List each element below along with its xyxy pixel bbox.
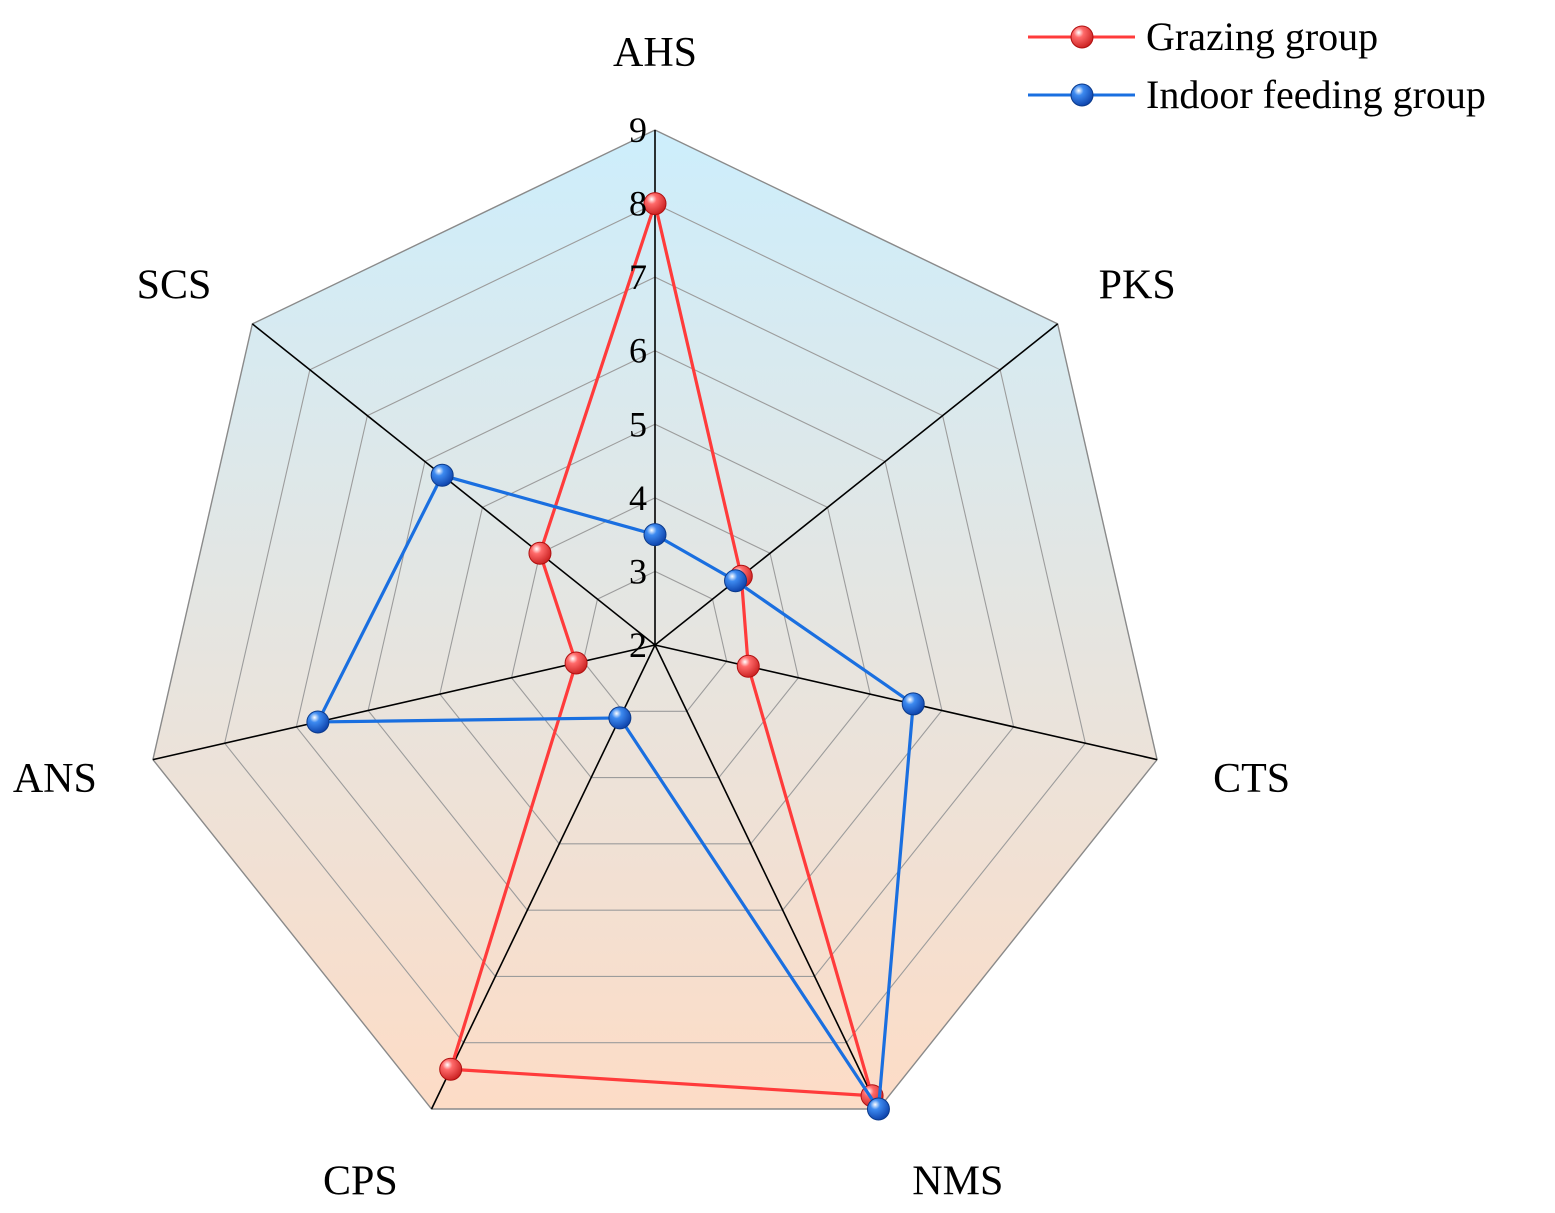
axis-spoke-nms <box>654 644 880 1110</box>
point-indoor-feeding-group-nms <box>866 1097 890 1121</box>
radar-series <box>306 192 925 1121</box>
tick-label-9: 9 <box>629 110 647 150</box>
point-indoor-feeding-group-scs <box>430 463 454 487</box>
radar-labels: 2 3 4 5 6 7 8 9 AHS PKS CTS NMS CPS ANS SCS <box>13 30 1290 1204</box>
legend-label-grazing: Grazing group <box>1146 14 1378 59</box>
point-indoor-feeding-group-ahs <box>643 523 667 547</box>
grid-ring-8 <box>224 202 1086 1044</box>
grid-ring-3 <box>582 570 728 712</box>
tick-label-3: 3 <box>629 551 647 591</box>
grid-ring-9 <box>152 129 1158 1110</box>
axis-label-ahs: AHS <box>613 30 697 76</box>
point-grazing-group-cts <box>736 654 760 678</box>
axis-label-pks: PKS <box>1099 262 1176 308</box>
point-grazing-group-scs <box>528 541 552 565</box>
series-line-indoor-feeding-group <box>316 473 915 1111</box>
point-indoor-feeding-group-pks <box>724 569 748 593</box>
tick-label-8: 8 <box>629 184 647 224</box>
tick-label-2: 2 <box>629 625 647 665</box>
axis-label-ans: ANS <box>13 756 97 802</box>
point-grazing-group-ahs <box>643 192 667 216</box>
legend-marker-grazing <box>1070 25 1094 49</box>
axis-label-cts: CTS <box>1213 756 1290 802</box>
point-grazing-group-ans <box>564 651 588 675</box>
grid-ring-4 <box>510 497 800 779</box>
legend-marker-indoor <box>1070 83 1094 107</box>
point-indoor-feeding-group-cps <box>608 706 632 730</box>
point-indoor-feeding-group-cts <box>901 692 925 716</box>
grid-ring-7 <box>295 276 1015 977</box>
axis-label-scs: SCS <box>137 262 212 308</box>
tick-label-6: 6 <box>629 331 647 371</box>
legend: Grazing group Indoor feeding group <box>1028 14 1486 117</box>
grid-ring-6 <box>367 350 943 911</box>
tick-label-4: 4 <box>629 478 647 518</box>
axis-spoke-pks <box>654 323 1059 646</box>
axis-spoke-scs <box>251 323 656 646</box>
point-indoor-feeding-group-ans <box>306 710 330 734</box>
series-line-grazing-group <box>449 201 874 1098</box>
radar-grid <box>152 129 1158 1110</box>
tick-label-5: 5 <box>629 404 647 444</box>
axis-label-cps: CPS <box>323 1158 398 1204</box>
axis-label-nms: NMS <box>912 1158 1003 1204</box>
point-grazing-group-cps <box>439 1057 463 1081</box>
grid-ring-5 <box>439 423 871 845</box>
tick-label-7: 7 <box>629 257 647 297</box>
legend-label-indoor: Indoor feeding group <box>1146 72 1486 117</box>
